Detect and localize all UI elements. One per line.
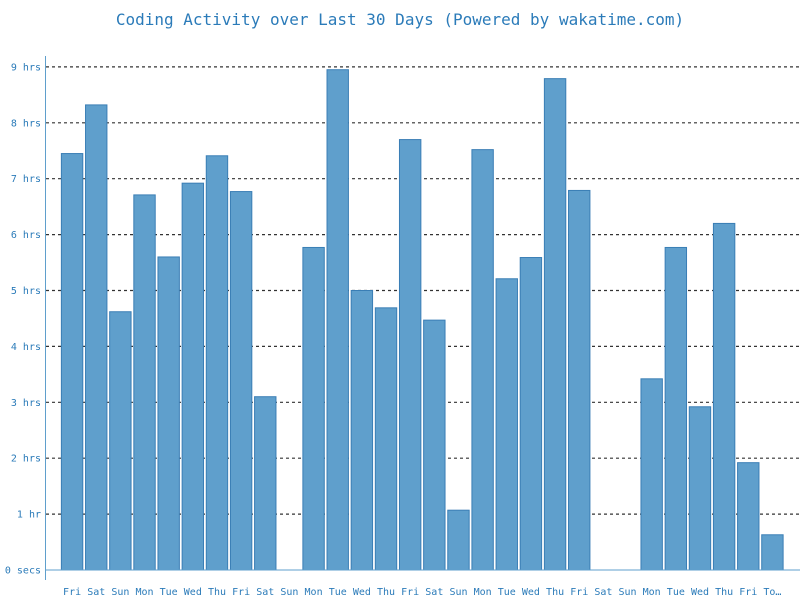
x-tick-label: Sun (618, 587, 636, 598)
y-tick-label: 6 hrs (11, 230, 41, 241)
bar[interactable] (181, 182, 205, 571)
bar[interactable] (157, 256, 180, 571)
x-tick-label: Thu (715, 587, 733, 598)
x-tick-label: Sun (280, 587, 298, 598)
x-tick-label: Thu (377, 587, 395, 598)
x-tick-label: Sat (256, 587, 274, 598)
y-tick-label: 1 hr (17, 510, 41, 521)
bar[interactable] (423, 319, 446, 571)
y-tick-label: 3 hrs (11, 398, 41, 409)
bar[interactable] (495, 278, 518, 571)
x-tick-label: Fri (232, 587, 250, 598)
bar[interactable] (543, 78, 567, 571)
x-tick-label: Wed (353, 587, 371, 598)
x-tick-label: Thu (208, 587, 226, 598)
bar[interactable] (85, 104, 108, 571)
y-tick-label: 2 hrs (11, 454, 41, 465)
bar[interactable] (60, 153, 84, 571)
x-tick-label: Wed (691, 587, 709, 598)
bar[interactable] (640, 378, 663, 571)
bar[interactable] (302, 246, 325, 571)
bar[interactable] (326, 69, 349, 571)
bar[interactable] (229, 191, 253, 571)
bars (60, 69, 784, 571)
y-tick-labels: 0 secs 1 hr 2 hrs 3 hrs 4 hrs 5 hrs 6 hrs 7 hrs… (5, 62, 41, 576)
x-tick-label: Wed (522, 587, 540, 598)
bar[interactable] (398, 139, 422, 571)
x-tick-label: Sat (425, 587, 443, 598)
x-tick-label: Tue (498, 587, 516, 598)
y-tick-label: 8 hrs (11, 118, 41, 129)
y-tick-label: 5 hrs (11, 286, 41, 297)
x-tick-label: Sun (111, 587, 129, 598)
bar[interactable] (737, 462, 760, 571)
bar[interactable] (205, 155, 229, 571)
y-tick-label: 9 hrs (11, 62, 41, 73)
x-tick-label: Mon (643, 587, 661, 598)
x-tick-label: Tue (667, 587, 685, 598)
bar[interactable] (471, 149, 494, 571)
x-tick-label: Fri (739, 587, 757, 598)
bar[interactable] (519, 257, 543, 571)
x-tick-label: Mon (474, 587, 492, 598)
x-tick-label: Sat (87, 587, 105, 598)
bar[interactable] (254, 396, 277, 571)
x-tick-label: Mon (135, 587, 153, 598)
bar[interactable] (664, 246, 688, 571)
x-tick-label: Fri (401, 587, 419, 598)
x-tick-label: Wed (184, 587, 202, 598)
x-tick-label: Sun (449, 587, 467, 598)
x-tick-label: Fri (63, 587, 81, 598)
bar[interactable] (712, 222, 736, 571)
bar[interactable] (761, 534, 784, 571)
bar[interactable] (374, 307, 398, 571)
bar[interactable] (688, 406, 712, 571)
x-tick-label: Fri (570, 587, 588, 598)
x-tick-label: Mon (305, 587, 323, 598)
x-tick-label: Sat (594, 587, 612, 598)
x-tick-labels: Fri Sat Sun Mon Tue Wed Thu Fri Sat Sun Mon Tue Wed T… (63, 587, 781, 598)
axes (45, 56, 800, 580)
x-tick-label: Tue (329, 587, 347, 598)
bar[interactable] (568, 189, 591, 571)
y-tick-label: 7 hrs (11, 174, 41, 185)
x-tick-label: Thu (546, 587, 564, 598)
bar[interactable] (350, 290, 374, 571)
y-tick-label: 0 secs (5, 566, 41, 577)
x-tick-label: To… (763, 587, 781, 598)
bar[interactable] (447, 509, 470, 571)
y-tick-label: 4 hrs (11, 342, 41, 353)
chart-title: Coding Activity over Last 30 Days (Power… (115, 10, 685, 29)
bar[interactable] (109, 311, 132, 571)
bar[interactable] (133, 194, 156, 571)
x-tick-label: Tue (160, 587, 178, 598)
